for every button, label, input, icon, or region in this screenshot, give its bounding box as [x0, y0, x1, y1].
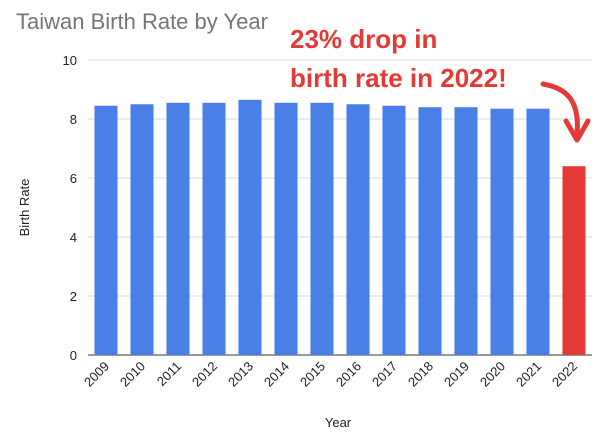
bar-2012 — [202, 102, 226, 356]
x-tick-label: 2012 — [189, 359, 220, 390]
annotation-line-2: birth rate in 2022! — [290, 63, 507, 93]
bar-2022 — [562, 166, 586, 355]
y-tick-label: 10 — [63, 53, 77, 68]
y-tick-label: 2 — [70, 289, 77, 304]
chart-title: Taiwan Birth Rate by Year — [16, 9, 268, 34]
bar-2020 — [490, 108, 514, 355]
y-axis-title: Birth Rate — [17, 179, 32, 237]
x-tick-label: 2016 — [333, 359, 364, 390]
annotation-line-1: 23% drop in — [290, 24, 438, 54]
bar-2018 — [418, 107, 442, 355]
bar-2013 — [238, 99, 262, 355]
x-tick-label: 2020 — [477, 359, 508, 390]
x-tick-label: 2015 — [297, 359, 328, 390]
bar-2010 — [130, 104, 154, 355]
x-axis-title: Year — [325, 415, 352, 430]
x-tick-label: 2010 — [117, 359, 148, 390]
x-tick-label: 2019 — [441, 359, 472, 390]
x-tick-label: 2014 — [261, 359, 292, 390]
annotation-arrow — [540, 81, 580, 137]
bar-2014 — [274, 102, 298, 356]
bar-2015 — [310, 102, 334, 356]
bar-2021 — [526, 108, 550, 355]
x-tick-label: 2013 — [225, 359, 256, 390]
x-tick-label: 2022 — [549, 359, 580, 390]
x-tick-label: 2011 — [154, 359, 184, 389]
y-tick-label: 4 — [70, 230, 77, 245]
bar-2019 — [454, 107, 478, 355]
bar-2017 — [382, 105, 406, 355]
x-tick-label: 2018 — [405, 359, 436, 390]
bar-2011 — [166, 102, 190, 356]
bar-2009 — [94, 105, 118, 355]
x-tick-label: 2009 — [81, 359, 112, 390]
y-tick-label: 6 — [70, 171, 77, 186]
x-tick-label: 2017 — [369, 359, 400, 390]
annotation-arrow-head — [563, 118, 591, 143]
x-tick-label: 2021 — [513, 359, 544, 390]
y-tick-label: 8 — [70, 112, 77, 127]
bar-2016 — [346, 104, 370, 355]
y-tick-label: 0 — [70, 348, 77, 363]
